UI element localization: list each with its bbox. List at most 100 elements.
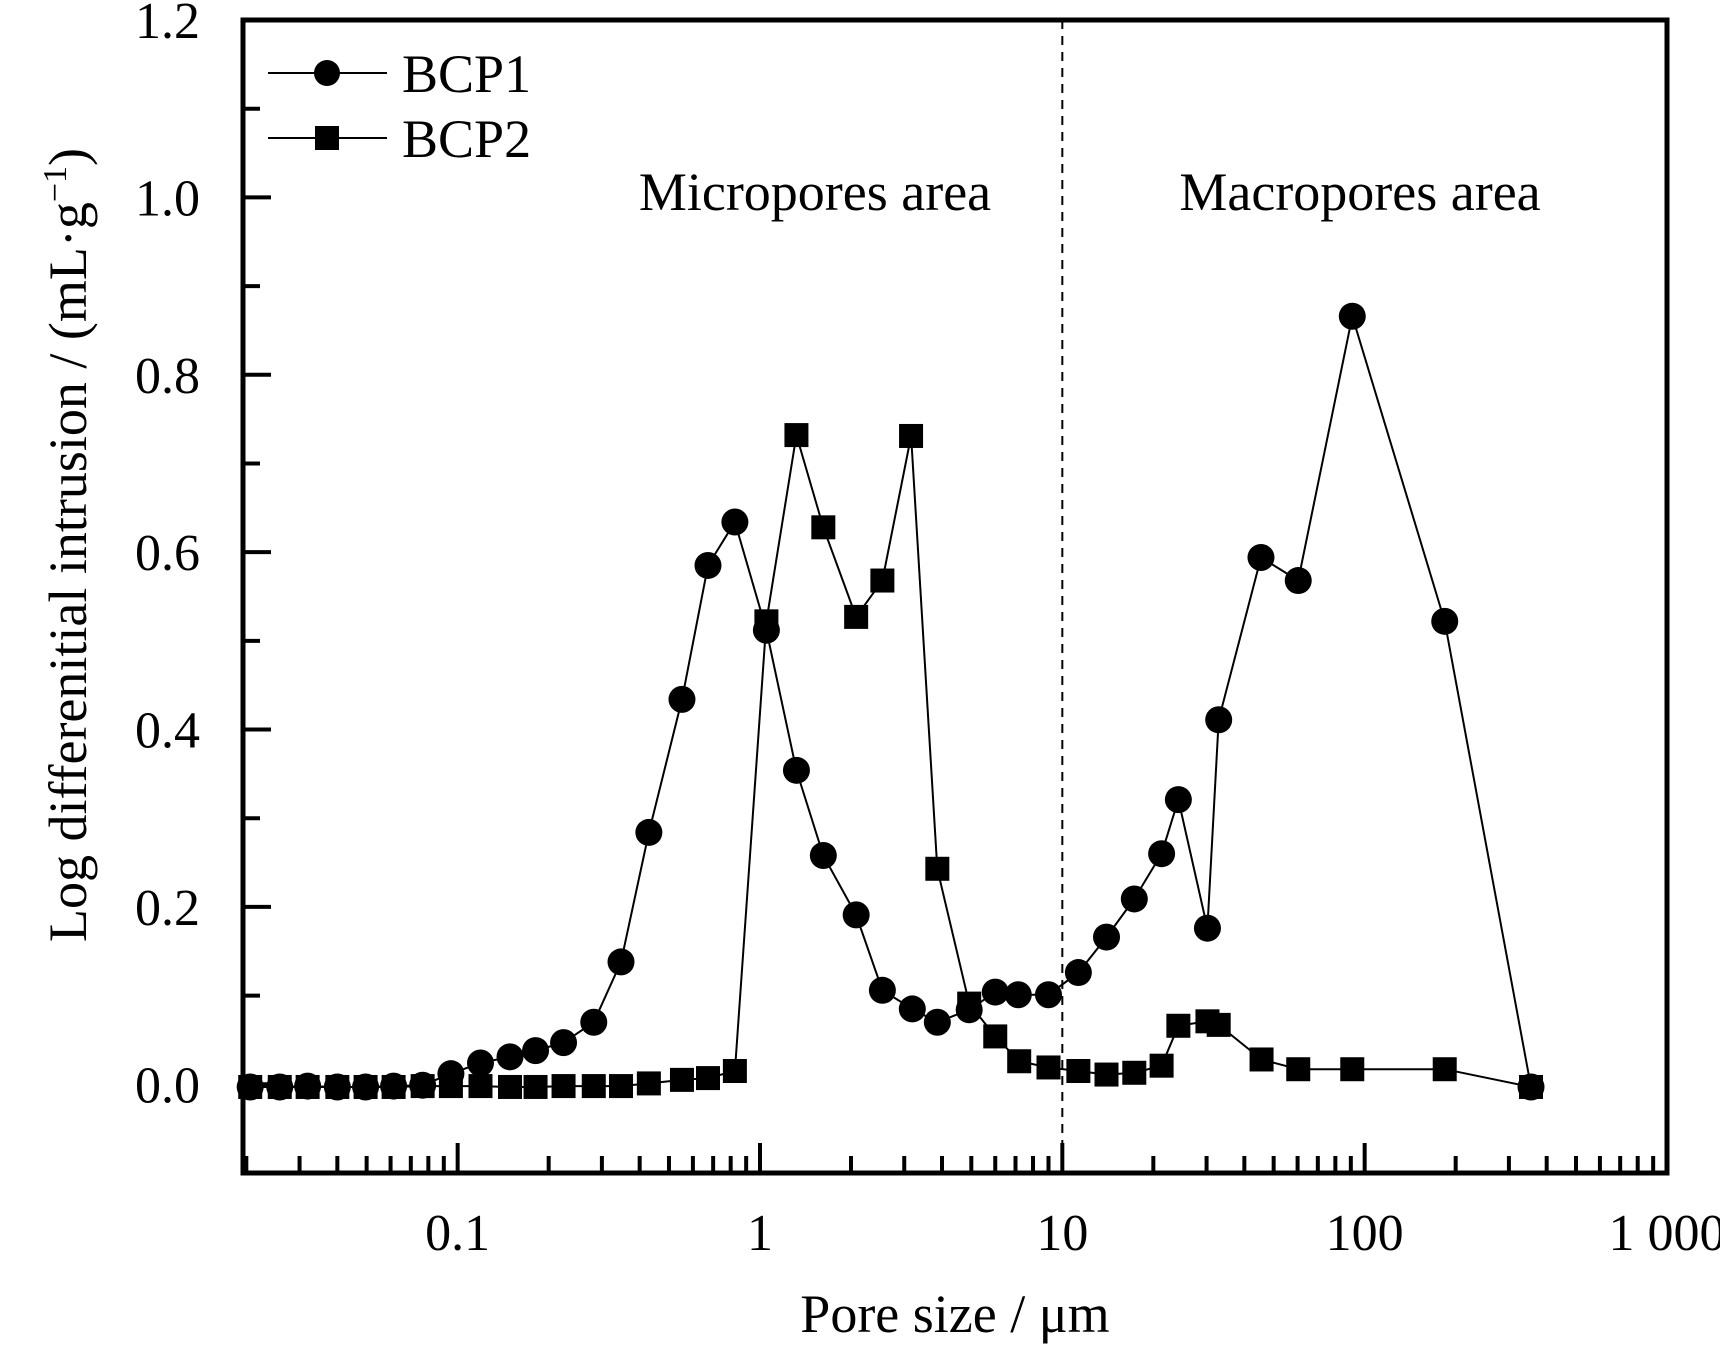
- data-point-bcp1: [1338, 302, 1366, 330]
- data-point-bcp2: [523, 1074, 548, 1099]
- data-point-bcp2: [1094, 1062, 1119, 1087]
- series-bcp1: [236, 302, 1545, 1101]
- x-axis-title: Pore size / μm: [800, 1284, 1109, 1344]
- annotation-micropores-area: Micropores area: [639, 162, 991, 222]
- data-point-bcp2: [325, 1074, 350, 1099]
- data-point-bcp1: [1064, 959, 1092, 987]
- axis-ticks: 0.1 1 10 100 1 000 0.0 0.2 0.4 0.6 0.8 1.0 1.2: [135, 0, 1720, 1262]
- series-line-bcp1: [250, 315, 1532, 1088]
- data-point-bcp1: [522, 1037, 550, 1065]
- data-point-bcp2: [844, 604, 869, 629]
- data-point-bcp1: [1193, 914, 1221, 942]
- y-axis-title-suffix: ): [38, 148, 98, 166]
- data-point-bcp1: [868, 976, 896, 1004]
- data-point-bcp2: [1432, 1057, 1457, 1082]
- data-point-bcp1: [1093, 923, 1121, 951]
- data-point-bcp2: [1206, 1012, 1231, 1037]
- x-tick-label: 0.1: [425, 1205, 490, 1262]
- data-point-bcp1: [466, 1049, 494, 1077]
- data-point-bcp2: [1286, 1057, 1311, 1082]
- data-point-bcp2: [1007, 1049, 1032, 1074]
- y-tick-label: 1.2: [135, 0, 200, 50]
- data-point-bcp1: [1205, 706, 1233, 734]
- annotation-macropores-area: Macropores area: [1179, 162, 1540, 222]
- y-tick-label: 0.0: [135, 1057, 200, 1114]
- data-point-bcp1: [668, 685, 696, 713]
- data-point-bcp2: [1122, 1060, 1147, 1085]
- data-point-bcp1: [635, 818, 663, 846]
- data-point-bcp1: [1148, 840, 1176, 868]
- data-point-bcp2: [636, 1071, 661, 1096]
- data-point-bcp2: [695, 1066, 720, 1091]
- y-tick-label: 0.6: [135, 525, 200, 582]
- data-point-bcp2: [267, 1074, 292, 1099]
- data-point-bcp1: [607, 948, 635, 976]
- data-point-bcp2: [295, 1074, 320, 1099]
- x-tick-label: 1 000: [1609, 1205, 1720, 1262]
- data-point-bcp2: [722, 1059, 747, 1084]
- legend-item-bcp1: BCP1: [268, 44, 531, 104]
- data-point-bcp2: [1166, 1013, 1191, 1038]
- data-point-bcp1: [1164, 786, 1192, 814]
- data-point-bcp2: [899, 423, 924, 448]
- data-point-bcp2: [754, 609, 779, 634]
- data-point-bcp1: [1034, 981, 1062, 1009]
- y-tick-label: 0.8: [135, 348, 200, 405]
- data-point-bcp2: [609, 1074, 634, 1099]
- data-point-bcp2: [784, 423, 809, 448]
- legend-marker-square: [315, 126, 339, 150]
- data-point-bcp2: [498, 1074, 523, 1099]
- data-point-bcp2: [468, 1074, 493, 1099]
- data-point-bcp2: [811, 515, 836, 540]
- series-bcp2: [238, 423, 1544, 1099]
- data-point-bcp1: [1120, 885, 1148, 913]
- data-point-bcp1: [694, 551, 722, 579]
- data-point-bcp2: [438, 1074, 463, 1099]
- y-axis-title-main: Log differenitial intrusion / (mL·g: [38, 202, 98, 942]
- data-point-bcp1: [1431, 607, 1459, 635]
- x-tick-label: 1: [747, 1205, 773, 1262]
- legend-item-bcp2: BCP2: [268, 109, 531, 169]
- y-axis-title: Log differenitial intrusion / (mL·g−1): [37, 148, 98, 942]
- data-point-bcp2: [1249, 1047, 1274, 1072]
- data-point-bcp2: [957, 991, 982, 1016]
- data-point-bcp1: [1284, 567, 1312, 595]
- data-point-bcp2: [1036, 1055, 1061, 1080]
- legend-label-bcp1: BCP1: [402, 44, 531, 104]
- data-point-bcp2: [925, 856, 950, 881]
- data-point-bcp2: [983, 1024, 1008, 1049]
- data-point-bcp2: [410, 1074, 435, 1099]
- data-point-bcp1: [580, 1008, 608, 1036]
- series-layer: [236, 302, 1545, 1101]
- data-point-bcp1: [550, 1029, 578, 1057]
- data-point-bcp1: [923, 1008, 951, 1036]
- legend-label-bcp2: BCP2: [402, 109, 531, 169]
- data-point-bcp2: [581, 1074, 606, 1099]
- data-point-bcp2: [551, 1074, 576, 1099]
- legend-marker-circle: [314, 60, 340, 86]
- data-point-bcp2: [1149, 1053, 1174, 1078]
- data-point-bcp2: [381, 1074, 406, 1099]
- data-point-bcp2: [1519, 1074, 1544, 1099]
- x-tick-label: 100: [1326, 1205, 1404, 1262]
- y-tick-label: 0.2: [135, 880, 200, 937]
- y-tick-label: 0.4: [135, 703, 200, 760]
- data-point-bcp1: [1004, 981, 1032, 1009]
- x-tick-label: 10: [1036, 1205, 1088, 1262]
- data-point-bcp1: [721, 508, 749, 536]
- data-point-bcp1: [898, 995, 926, 1023]
- y-axis-title-superscript: −1: [37, 166, 74, 202]
- legend: BCP1 BCP2: [268, 44, 531, 169]
- data-point-bcp1: [496, 1043, 524, 1071]
- data-point-bcp2: [870, 568, 895, 593]
- data-point-bcp2: [353, 1074, 378, 1099]
- data-point-bcp1: [1247, 543, 1275, 571]
- data-point-bcp2: [1066, 1059, 1091, 1084]
- data-point-bcp2: [669, 1067, 694, 1092]
- y-tick-label: 1.0: [135, 170, 200, 227]
- data-point-bcp1: [809, 841, 837, 869]
- plot-frame: [240, 17, 1670, 1176]
- data-point-bcp1: [981, 978, 1009, 1006]
- data-point-bcp1: [782, 756, 810, 784]
